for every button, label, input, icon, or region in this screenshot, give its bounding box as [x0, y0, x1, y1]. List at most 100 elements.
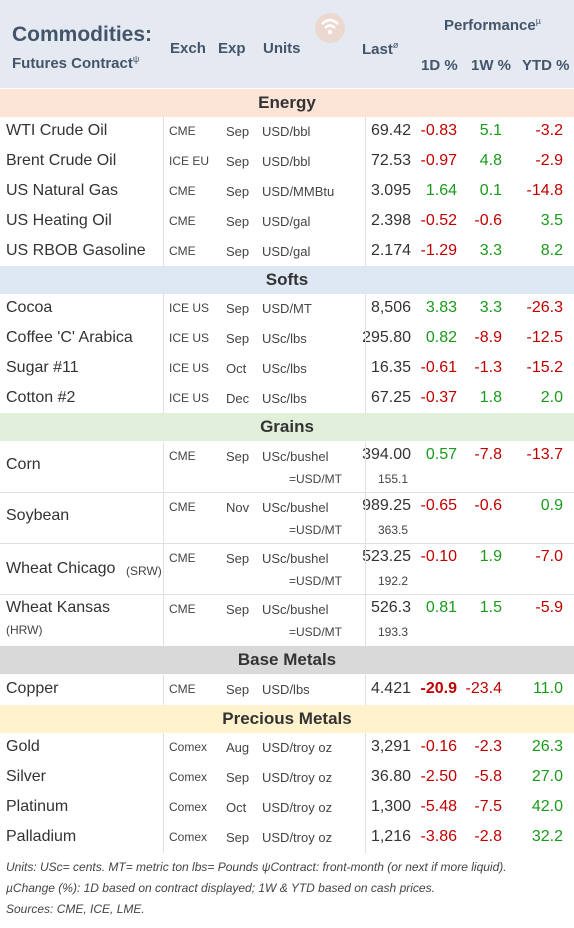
units-cell: USD/troy oz	[262, 800, 333, 815]
exchange-cell: CME	[169, 551, 196, 565]
commodity-name: Soybean	[6, 507, 70, 524]
change-1w-cell: -7.8	[474, 446, 502, 463]
exchange-cell: Comex	[169, 800, 208, 814]
commodity-name: Wheat Chicago	[6, 560, 116, 577]
table-row: WTI Crude Oil CME Sep USD/bbl 69.42 -0.83 5.1 -…	[0, 117, 574, 147]
table-row: Corn CME Sep USc/bushel 394.00 =USD/MT 155.1 0.…	[0, 442, 574, 493]
change-ytd-cell: -12.5	[526, 329, 563, 346]
change-1w-cell: -2.3	[474, 738, 502, 755]
column-divider	[365, 442, 366, 646]
change-ytd-cell: 8.2	[540, 242, 563, 259]
change-1d-cell: -0.61	[420, 359, 457, 376]
table-row: Cotton #2 ICE US Dec USc/lbs 67.25 -0.37 1.8 2.…	[0, 384, 574, 414]
table-row: US Natural Gas CME Sep USD/MMBtu 3.095 1.64 0.…	[0, 177, 574, 207]
commodity-name: Wheat Kansas	[6, 599, 111, 616]
change-1w-cell: -5.8	[474, 768, 502, 785]
section-base-metals: Base Metals	[0, 646, 574, 674]
expiry-cell: Sep	[226, 449, 250, 464]
last-price-cell: 69.42	[370, 122, 411, 139]
units-cell: USc/bushel	[262, 500, 329, 515]
change-1w-cell: 5.1	[479, 122, 502, 139]
change-1w-cell: -23.4	[465, 680, 502, 697]
exchange-cell: CME	[169, 244, 196, 258]
expiry-cell: Sep	[226, 124, 250, 139]
change-ytd-cell: 26.3	[531, 738, 563, 755]
last-price-cell: 16.35	[370, 359, 411, 376]
col-ytd: YTD %	[522, 57, 570, 74]
units-cell: USc/lbs	[262, 331, 307, 346]
change-1w-cell: -0.6	[474, 497, 502, 514]
col-exch: Exch	[170, 40, 206, 57]
last-price-cell: 3,291	[370, 738, 411, 755]
column-divider	[365, 675, 366, 705]
exchange-cell: CME	[169, 500, 196, 514]
column-divider	[163, 733, 164, 853]
row-divider	[0, 492, 574, 493]
units-cell: USD/lbs	[262, 682, 310, 697]
last-price-cell: 4.421	[370, 680, 411, 697]
commodity-name: Sugar #11	[6, 359, 79, 376]
change-ytd-cell: -26.3	[526, 299, 563, 316]
commodity-name: Cotton #2	[6, 389, 76, 406]
change-ytd-cell: 32.2	[531, 828, 563, 845]
expiry-cell: Oct	[226, 361, 247, 376]
section-energy: Energy	[0, 89, 574, 117]
exchange-cell: CME	[169, 682, 196, 696]
last-price-cell: 3.095	[370, 182, 411, 199]
expiry-cell: Sep	[226, 551, 250, 566]
change-ytd-cell: -14.8	[526, 182, 563, 199]
expiry-cell: Sep	[226, 214, 250, 229]
units-mt-cell: =USD/MT	[289, 625, 343, 639]
commodity-subname: (HRW)	[6, 623, 43, 637]
last-price-cell: 2.398	[370, 212, 411, 229]
exchange-cell: Comex	[169, 830, 208, 844]
column-divider	[365, 733, 366, 853]
last-price-cell: 523.25	[362, 548, 411, 565]
expiry-cell: Sep	[226, 154, 250, 169]
change-1d-cell: 0.81	[425, 599, 457, 616]
units-cell: USc/lbs	[262, 391, 307, 406]
change-ytd-cell: -13.7	[526, 446, 563, 463]
change-1w-cell: -0.6	[474, 212, 502, 229]
last-price-cell: 295.80	[362, 329, 411, 346]
expiry-cell: Oct	[226, 800, 247, 815]
expiry-cell: Dec	[226, 391, 250, 406]
change-1w-cell: 1.9	[479, 548, 502, 565]
section-grains: Grains	[0, 413, 574, 441]
exchange-cell: Comex	[169, 740, 208, 754]
row-divider	[0, 543, 574, 544]
change-1d-cell: -0.10	[420, 548, 457, 565]
units-mt-cell: =USD/MT	[289, 574, 343, 588]
change-1d-cell: -0.16	[420, 738, 457, 755]
last-price-cell: 1,300	[370, 798, 411, 815]
col-last: Lastø	[362, 40, 399, 58]
commodity-name: US RBOB Gasoline	[6, 242, 146, 259]
change-1w-cell: 4.8	[479, 152, 502, 169]
table-row: Copper CME Sep USD/lbs 4.421 -20.9 -23.4 11.0	[0, 675, 574, 705]
units-cell: USD/troy oz	[262, 740, 333, 755]
change-1d-cell: -0.83	[420, 122, 457, 139]
change-1d-cell: -5.48	[420, 798, 457, 815]
table-row: Sugar #11 ICE US Oct USc/lbs 16.35 -0.61 -1.3 -…	[0, 354, 574, 384]
table-row: Gold Comex Aug USD/troy oz 3,291 -0.16 -2.3 26.…	[0, 733, 574, 763]
row-divider	[0, 594, 574, 595]
last-price-mt-cell: 155.1	[377, 472, 408, 486]
units-cell: USD/troy oz	[262, 830, 333, 845]
commodity-name: Palladium	[6, 828, 77, 845]
table-row: Coffee 'C' Arabica ICE US Sep USc/lbs 295.80…	[0, 324, 574, 354]
expiry-cell: Sep	[226, 830, 250, 845]
footer-sources: Sources: CME, ICE, LME.	[6, 902, 145, 916]
column-divider	[163, 675, 164, 705]
table-row: Cocoa ICE US Sep USD/MT 8,506 3.83 3.3 -26.3	[0, 294, 574, 324]
commodity-name: US Heating Oil	[6, 212, 112, 229]
table-header: Commodities: Futures Contractψ Exch Exp …	[0, 0, 574, 88]
units-cell: USD/troy oz	[262, 770, 333, 785]
col-1d: 1D %	[421, 57, 458, 74]
column-divider	[365, 294, 366, 414]
table-row: Wheat Kansas (HRW) CME Sep USc/bushel 526.3 =U…	[0, 595, 574, 646]
table-row: Silver Comex Sep USD/troy oz 36.80 -2.50 -5.8 2…	[0, 763, 574, 793]
expiry-cell: Sep	[226, 301, 250, 316]
expiry-cell: Sep	[226, 682, 250, 697]
commodity-name: Copper	[6, 680, 59, 697]
expiry-cell: Sep	[226, 331, 250, 346]
